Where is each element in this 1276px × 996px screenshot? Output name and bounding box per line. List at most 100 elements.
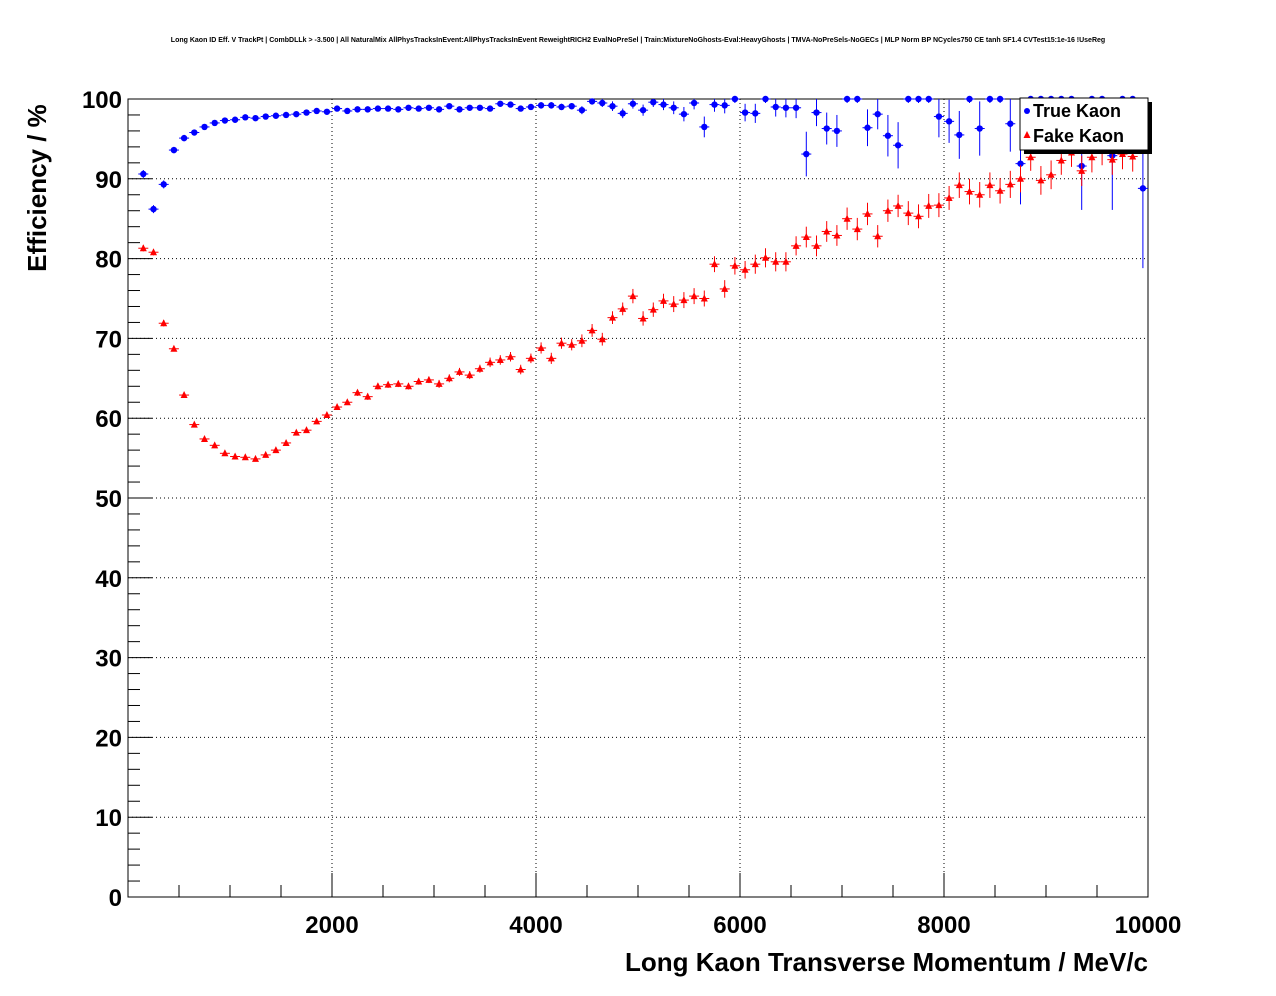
fake-kaon-point bbox=[925, 201, 933, 209]
fake-kaon-point bbox=[139, 244, 147, 252]
true-kaon-point bbox=[935, 113, 943, 120]
grid-lines bbox=[128, 99, 1148, 897]
y-axis-label: Efficiency / % bbox=[22, 104, 52, 272]
fake-kaon-point bbox=[476, 364, 484, 372]
true-kaon-point bbox=[435, 106, 443, 113]
fake-kaon-point bbox=[945, 193, 953, 201]
legend-label-true-kaon: True Kaon bbox=[1033, 101, 1121, 121]
true-kaon-point bbox=[823, 125, 830, 132]
fake-kaon-point bbox=[680, 296, 688, 304]
true-kaon-point bbox=[874, 110, 881, 118]
true-kaon-point bbox=[293, 110, 300, 118]
fake-kaon-point bbox=[547, 354, 555, 362]
y-tick-label: 50 bbox=[95, 486, 122, 513]
fake-kaon-point bbox=[527, 354, 535, 362]
fake-kaon-point bbox=[517, 365, 525, 373]
fake-kaon-point bbox=[415, 377, 423, 385]
fake-kaon-point bbox=[609, 313, 616, 321]
true-kaon-point bbox=[772, 103, 779, 111]
true-kaon-point bbox=[221, 117, 229, 124]
true-kaon-point bbox=[854, 95, 861, 103]
true-kaon-point bbox=[996, 95, 1004, 103]
true-kaon-point bbox=[568, 102, 575, 110]
fake-kaon-point bbox=[1037, 176, 1045, 184]
fake-kaon-point bbox=[996, 186, 1004, 194]
true-kaon-point bbox=[160, 181, 167, 188]
fake-kaon-point bbox=[711, 260, 718, 268]
fake-kaon-point bbox=[833, 231, 841, 239]
y-tick-label: 90 bbox=[95, 167, 122, 194]
true-kaon-point bbox=[354, 106, 361, 113]
legend: True Kaon Fake Kaon bbox=[1019, 97, 1152, 154]
fake-kaon-point bbox=[639, 314, 647, 322]
x-tick-label: 2000 bbox=[305, 912, 358, 939]
fake-kaon-point bbox=[558, 339, 565, 347]
x-tick-label: 4000 bbox=[509, 912, 562, 939]
y-tick-label: 80 bbox=[95, 247, 122, 274]
true-kaon-point bbox=[272, 112, 280, 119]
true-kaon-point bbox=[497, 100, 504, 107]
fake-kaon-point bbox=[670, 300, 678, 308]
true-kaon-point bbox=[303, 109, 310, 116]
true-kaon-point bbox=[986, 95, 994, 103]
fake-kaon-point bbox=[262, 450, 270, 458]
fake-kaon-point bbox=[374, 382, 382, 390]
true-kaon-point bbox=[415, 105, 422, 112]
true-kaon-point bbox=[670, 104, 677, 111]
fake-kaon-point bbox=[598, 335, 606, 343]
fake-kaon-point bbox=[853, 225, 861, 233]
legend-label-fake-kaon: Fake Kaon bbox=[1033, 126, 1124, 146]
fake-kaon-point bbox=[231, 452, 239, 460]
fake-kaon-point bbox=[333, 403, 341, 411]
fake-kaon-point bbox=[772, 257, 780, 265]
chart-title: Long Kaon ID Eff. V TrackPt | CombDLLk >… bbox=[171, 37, 1105, 44]
true-kaon-point bbox=[762, 95, 769, 103]
true-kaon-point bbox=[211, 119, 218, 127]
fake-kaon-point bbox=[792, 241, 800, 249]
y-tick-label: 30 bbox=[95, 646, 122, 673]
true-kaon-point bbox=[803, 150, 810, 158]
fake-kaon-point bbox=[731, 261, 739, 269]
fake-kaon-point bbox=[303, 426, 310, 434]
fake-kaon-point bbox=[915, 212, 922, 220]
fake-kaon-point bbox=[690, 292, 698, 300]
true-kaon-point bbox=[150, 205, 157, 213]
true-kaon-point bbox=[609, 102, 616, 110]
true-kaon-point bbox=[507, 101, 514, 108]
true-kaon-point bbox=[180, 134, 188, 142]
y-tick-label: 60 bbox=[95, 406, 122, 433]
true-kaon-point bbox=[894, 142, 902, 149]
true-kaon-point bbox=[813, 109, 820, 116]
fake-kaon-point bbox=[486, 358, 494, 366]
true-kaon-point bbox=[313, 107, 320, 115]
axes: 2000 4000 6000 8000 10000 0 10 20 30 40 50 60 70 80 90… bbox=[82, 87, 1181, 939]
fake-kaon-point bbox=[394, 379, 402, 387]
true-kaon-point bbox=[915, 95, 922, 103]
true-kaon-point bbox=[588, 98, 596, 105]
fake-kaon-point bbox=[823, 227, 831, 235]
true-kaon-point bbox=[231, 116, 239, 123]
true-kaon-point bbox=[405, 104, 412, 111]
true-kaon-point bbox=[578, 106, 586, 114]
fake-kaon-point bbox=[935, 201, 943, 209]
true-kaon-point bbox=[782, 104, 790, 111]
fake-kaon-point bbox=[384, 380, 392, 388]
true-kaon-point bbox=[558, 103, 565, 111]
fake-kaon-point bbox=[751, 260, 759, 268]
fake-kaon-point bbox=[425, 375, 433, 383]
true-kaon-point bbox=[384, 105, 392, 112]
fake-kaon-point bbox=[874, 232, 882, 240]
legend-marker-fake-kaon bbox=[1023, 131, 1031, 138]
true-kaon-point bbox=[527, 103, 535, 111]
fake-kaon-point bbox=[813, 241, 820, 249]
fake-kaon-point bbox=[955, 181, 963, 189]
true-kaon-point bbox=[364, 106, 371, 113]
true-kaon-point bbox=[966, 95, 973, 103]
fake-kaon-point bbox=[629, 292, 637, 300]
true-kaon-point bbox=[374, 105, 382, 112]
true-kaon-point bbox=[476, 104, 484, 111]
fake-kaon-point bbox=[180, 391, 188, 399]
true-kaon-point bbox=[425, 104, 433, 111]
fake-kaon-point bbox=[537, 343, 545, 351]
legend-box bbox=[1019, 97, 1149, 151]
